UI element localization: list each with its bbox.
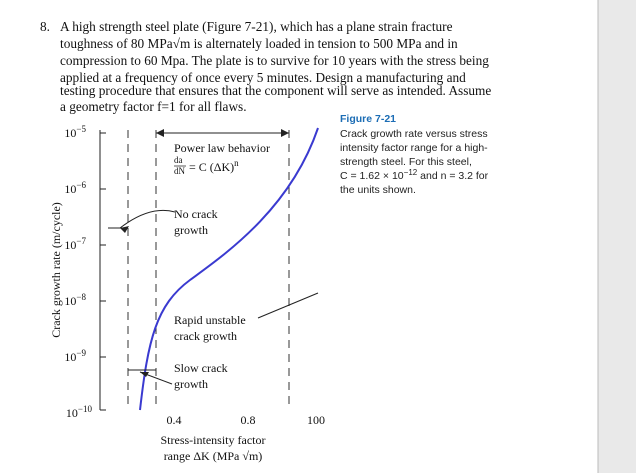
x-tick-label: 0.4 bbox=[167, 413, 182, 427]
exp: −9 bbox=[76, 348, 86, 358]
power-law-da: da bbox=[174, 155, 183, 165]
base: 10 bbox=[64, 238, 76, 252]
curve bbox=[139, 127, 319, 411]
problem-line: a geometry factor f=1 for all flaws. bbox=[60, 99, 247, 114]
exp: −8 bbox=[76, 292, 86, 302]
figure: 10−5 10−6 10−7 10−8 10−9 10−10 0.4 0.8 1… bbox=[49, 124, 325, 463]
base: 10 bbox=[64, 126, 76, 140]
caption-title: Figure 7-21 bbox=[340, 113, 396, 125]
exp: −7 bbox=[76, 236, 86, 246]
y-tick-marks bbox=[100, 132, 106, 411]
exponent: n bbox=[234, 158, 239, 168]
y-tick-label: 10−5 bbox=[64, 124, 86, 140]
power-law-title: Power law behavior bbox=[174, 141, 270, 155]
annotation-line: No crack bbox=[174, 207, 218, 221]
problem-line: applied at a frequency of once every 5 m… bbox=[60, 70, 466, 85]
problem: 8. A high strength steel plate (Figure 7… bbox=[40, 19, 491, 114]
annotation-line: growth bbox=[174, 377, 208, 391]
x-tick-labels: 0.4 0.8 100 bbox=[167, 413, 326, 427]
x-axis-label-line: range ΔK (MPa √m) bbox=[164, 449, 263, 463]
y-tick-label: 10−8 bbox=[64, 292, 86, 308]
caption-line: C = 1.62 × 10−12 and n = 3.2 for bbox=[340, 168, 489, 182]
base: 10 bbox=[64, 294, 76, 308]
caption-line: Crack growth rate versus stress bbox=[340, 128, 488, 140]
problem-line: A high strength steel plate (Figure 7-21… bbox=[60, 19, 453, 34]
dashed-lines bbox=[127, 130, 290, 410]
caption-line: intensity factor range for a high- bbox=[340, 142, 488, 154]
side-bar bbox=[598, 0, 636, 473]
arrowhead bbox=[140, 372, 149, 377]
y-tick-labels: 10−5 10−6 10−7 10−8 10−9 10−10 bbox=[64, 124, 92, 420]
x-tick-label: 100 bbox=[307, 413, 325, 427]
caption-line: the units shown. bbox=[340, 184, 416, 196]
caption-line: strength steel. For this steel, bbox=[340, 156, 472, 168]
base: 10 bbox=[64, 350, 76, 364]
y-tick-label: 10−10 bbox=[66, 404, 93, 420]
formula: C = 1.62 × 10 bbox=[340, 170, 404, 182]
base: 10 bbox=[66, 406, 78, 420]
annotation-line: growth bbox=[174, 223, 208, 237]
exp: −5 bbox=[76, 124, 86, 134]
exp: −10 bbox=[78, 404, 93, 414]
problem-number: 8. bbox=[40, 19, 50, 34]
y-tick-label: 10−6 bbox=[64, 180, 86, 196]
annotations: Power law behavior da dN = C (ΔK)n No cr… bbox=[174, 141, 270, 391]
formula: = C (ΔK) bbox=[189, 160, 234, 174]
caption: Figure 7-21 Crack growth rate versus str… bbox=[340, 113, 489, 196]
x-axis-label-line: Stress-intensity factor bbox=[161, 433, 266, 447]
annotation-line: Slow crack bbox=[174, 361, 228, 375]
annotation-line: crack growth bbox=[174, 329, 237, 343]
y-axis-label: Crack growth rate (m/cycle) bbox=[49, 202, 63, 338]
x-axis-label: Stress-intensity factor range ΔK (MPa √m… bbox=[161, 433, 266, 463]
power-law-formula: = C (ΔK)n bbox=[189, 158, 239, 174]
annotation-line: Rapid unstable bbox=[174, 313, 246, 327]
problem-line: testing procedure that ensures that the … bbox=[60, 83, 491, 98]
power-law-dn: dN bbox=[174, 166, 186, 176]
leader bbox=[257, 292, 319, 319]
problem-line: toughness of 80 MPa√m is alternately loa… bbox=[60, 36, 458, 51]
x-tick-label: 0.8 bbox=[241, 413, 256, 427]
leader bbox=[119, 209, 176, 229]
y-tick-label: 10−9 bbox=[64, 348, 86, 364]
exp: −6 bbox=[76, 180, 86, 190]
exponent: −12 bbox=[404, 168, 418, 177]
y-tick-label: 10−7 bbox=[64, 236, 86, 252]
formula: and n = 3.2 for bbox=[417, 170, 488, 182]
base: 10 bbox=[64, 182, 76, 196]
problem-line: compression to 60 Mpa. The plate is to s… bbox=[60, 53, 489, 68]
